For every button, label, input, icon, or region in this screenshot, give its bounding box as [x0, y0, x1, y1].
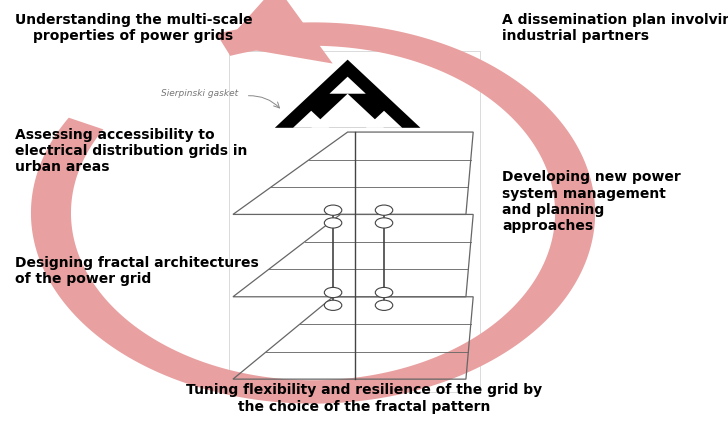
Polygon shape: [330, 77, 366, 94]
Text: Tuning flexibility and resilience of the grid by
the choice of the fractal patte: Tuning flexibility and resilience of the…: [186, 383, 542, 414]
Circle shape: [325, 205, 342, 215]
Circle shape: [376, 300, 393, 311]
Polygon shape: [366, 111, 402, 128]
Polygon shape: [275, 60, 421, 128]
Circle shape: [376, 218, 393, 228]
Text: Developing new power
system management
and planning
approaches: Developing new power system management a…: [502, 170, 681, 233]
Polygon shape: [312, 94, 384, 128]
Polygon shape: [223, 0, 333, 63]
Text: Sierpinski gasket: Sierpinski gasket: [162, 89, 239, 98]
Polygon shape: [31, 23, 595, 403]
Circle shape: [325, 300, 342, 311]
Circle shape: [376, 205, 393, 215]
Text: A dissemination plan involving our
industrial partners: A dissemination plan involving our indus…: [502, 13, 728, 43]
Circle shape: [325, 288, 342, 298]
Polygon shape: [293, 111, 330, 128]
Circle shape: [325, 218, 342, 228]
Circle shape: [376, 288, 393, 298]
Text: Assessing accessibility to
electrical distribution grids in
urban areas: Assessing accessibility to electrical di…: [15, 128, 247, 174]
Text: Designing fractal architectures
of the power grid: Designing fractal architectures of the p…: [15, 256, 258, 286]
Text: Understanding the multi-scale
properties of power grids: Understanding the multi-scale properties…: [15, 13, 252, 43]
Bar: [229, 51, 480, 392]
